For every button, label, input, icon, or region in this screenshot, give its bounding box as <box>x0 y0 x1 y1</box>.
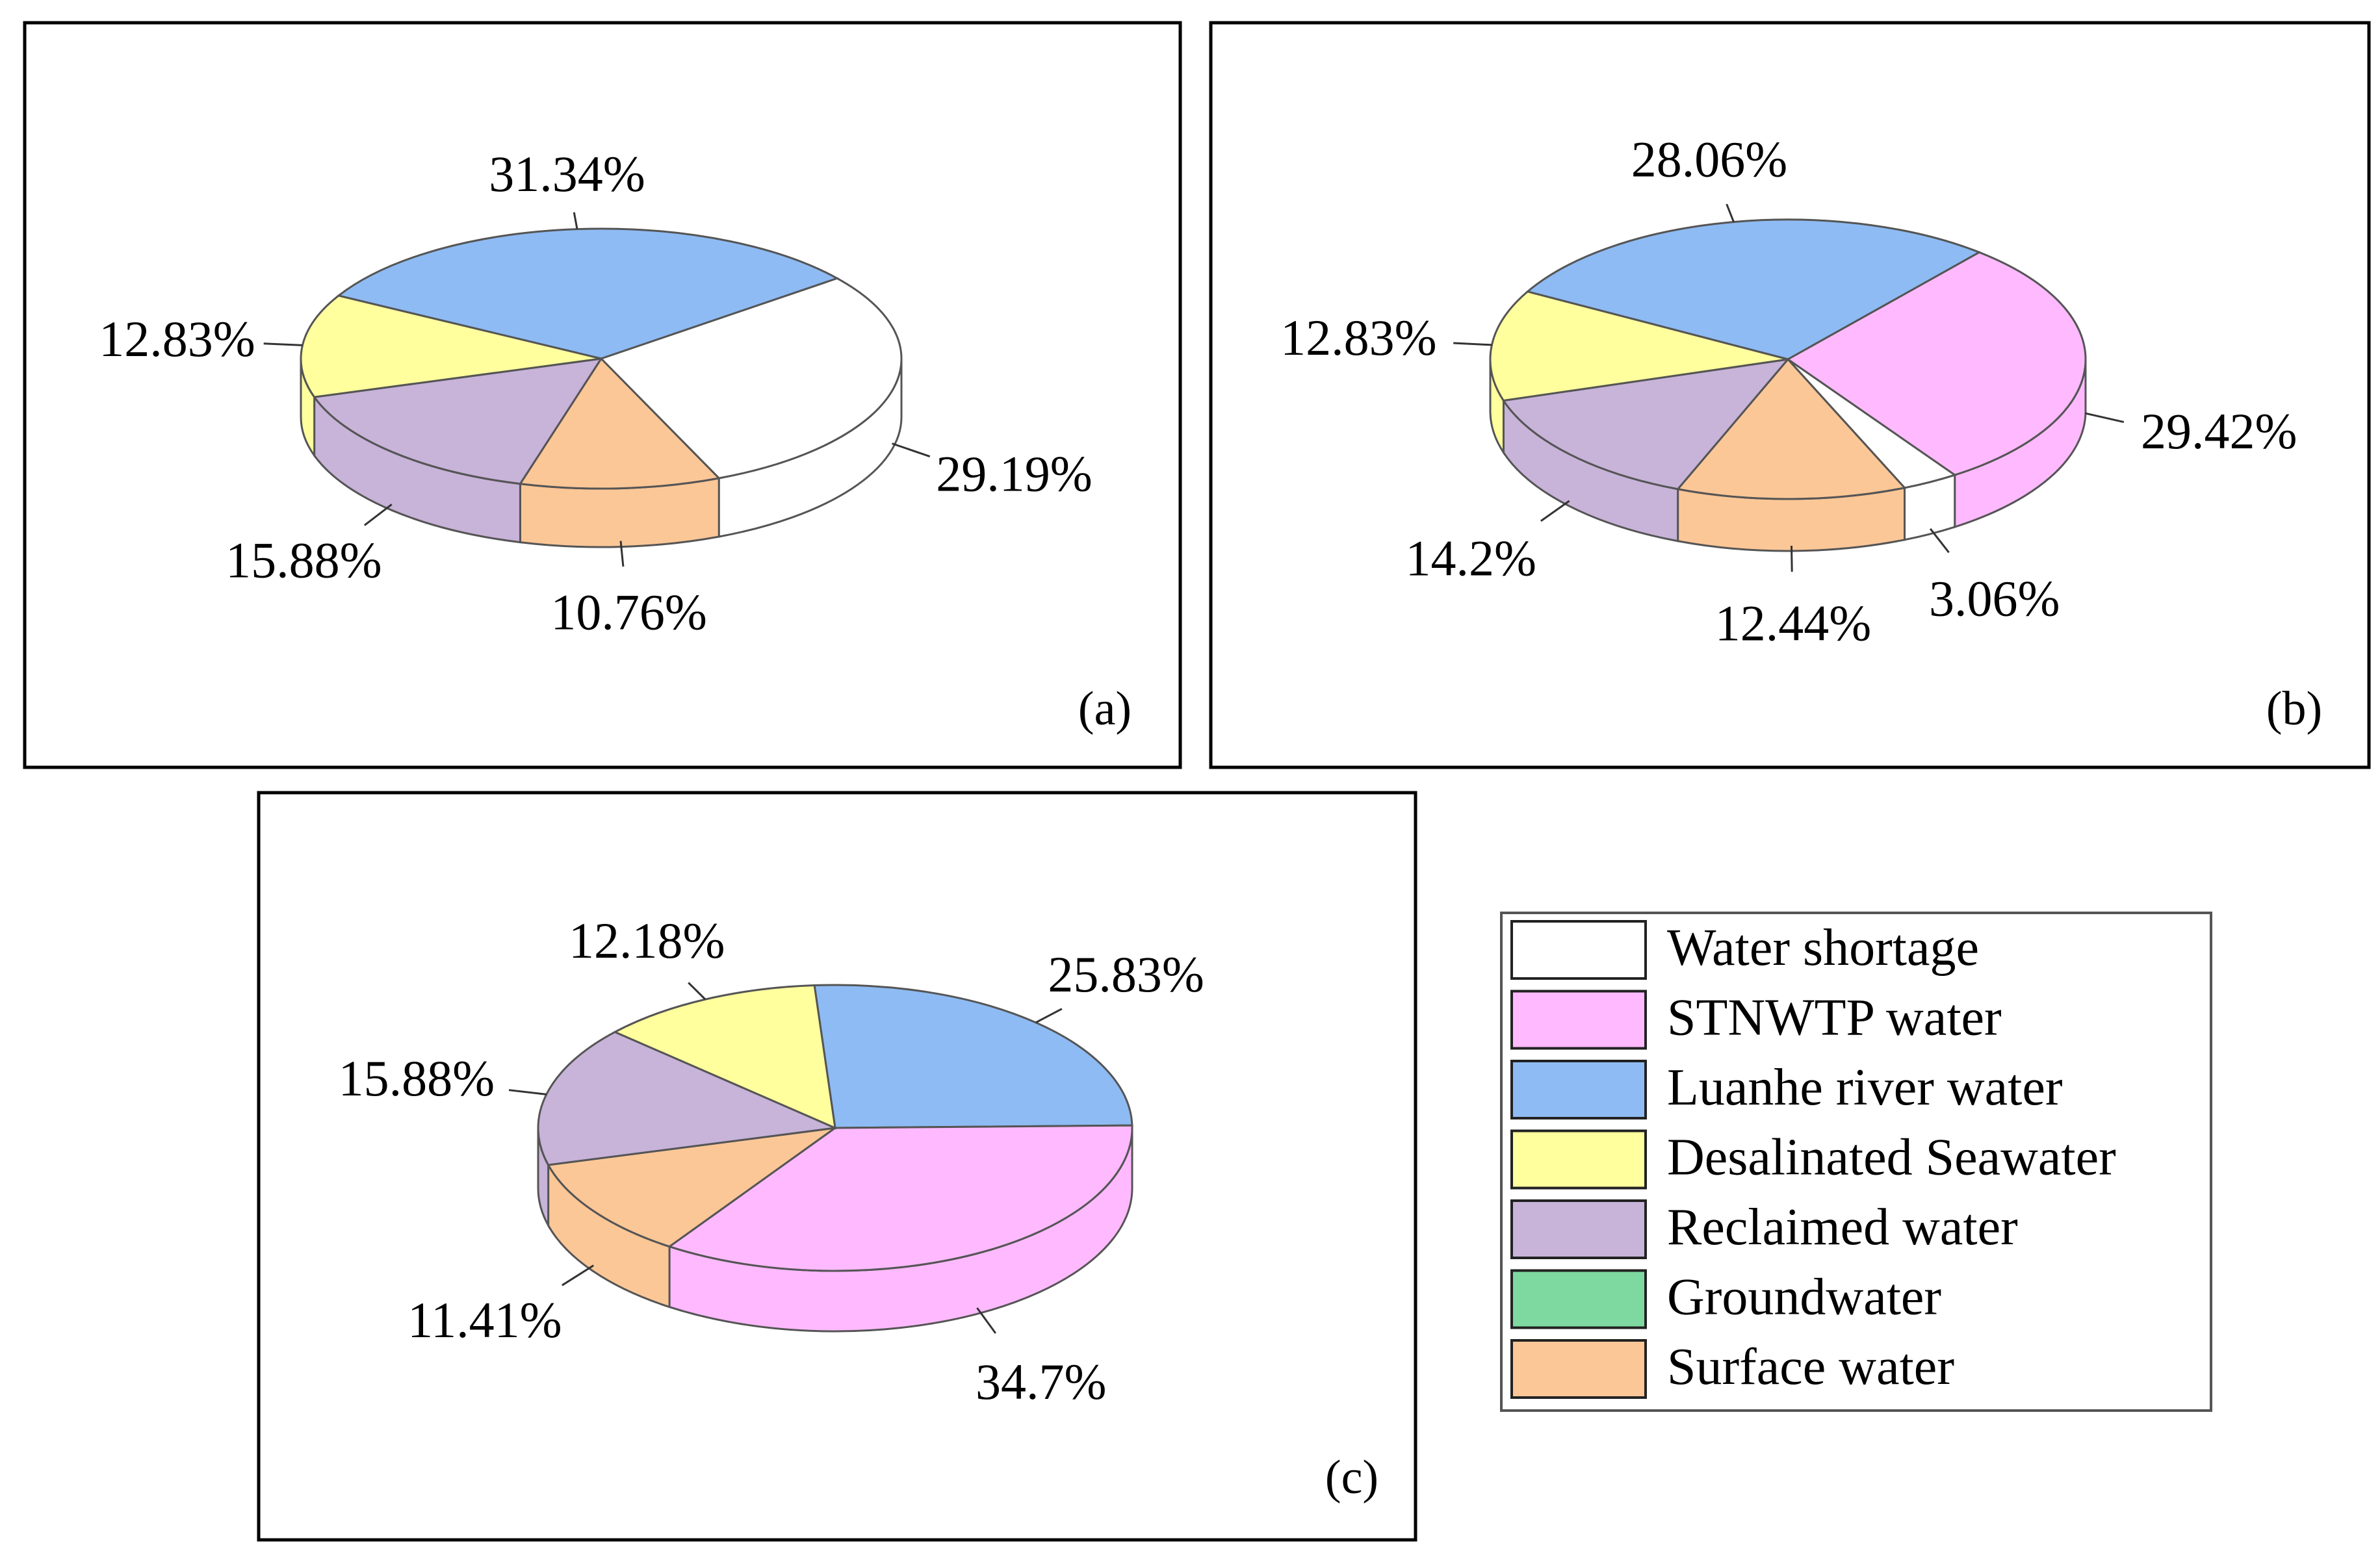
label-texts: 25.83% 34.7% 11.41% 15.88% 12.18% <box>339 912 1204 1410</box>
legend-swatch-reclaimed-water <box>1510 1199 1647 1259</box>
panel-a: 31.34% 29.19% 10.76% 15.88% 12.83% (a) <box>23 21 1182 769</box>
data-label-luanhe-river-water: 31.34% <box>489 146 645 202</box>
pie-slice-surface-water <box>518 357 721 490</box>
data-label-luanhe-river-water: 28.06% <box>1631 131 1787 187</box>
data-label-desalinated-seawater: 12.18% <box>569 912 725 969</box>
label-leaders <box>508 982 1063 1334</box>
data-label-stnwtp-water: 29.42% <box>2141 403 2297 459</box>
data-label-desalinated-seawater: 12.83% <box>99 311 255 367</box>
leader-line-desalinated-seawater <box>1453 342 1492 346</box>
data-label-luanhe-river-water: 25.83% <box>1048 946 1204 1003</box>
legend-label-surface-water: Surface water <box>1667 1338 1954 1396</box>
pie-slice-desalinated-seawater <box>1489 290 1789 402</box>
label-leaders <box>1453 203 2125 572</box>
panel-b-tag: (b) <box>2266 682 2322 735</box>
panel-a-frame <box>23 21 1182 769</box>
leader-line-surface-water <box>1790 545 1793 572</box>
legend: Water shortage STNWTP water Luanhe river w… <box>1500 912 2212 1412</box>
data-label-water-shortage: 3.06% <box>1929 570 2060 627</box>
legend-swatch-stnwtp-water <box>1510 990 1647 1050</box>
legend-swatch-luanhe-river-water <box>1510 1060 1647 1119</box>
pie-slice-luanhe-river-water <box>813 984 1133 1129</box>
data-label-surface-water: 11.41% <box>407 1292 562 1348</box>
leader-line-stnwtp-water <box>2085 412 2125 423</box>
data-label-water-shortage: 29.19% <box>936 445 1092 502</box>
data-label-reclaimed-water: 15.88% <box>339 1050 495 1106</box>
panel-a-tag: (a) <box>1078 682 1132 735</box>
pie-slice-reclaimed-water <box>312 357 604 485</box>
pie-chart-b: 28.06% 29.42% 3.06% 12.44% 14.2% 12.83% <box>1280 131 2297 651</box>
data-label-surface-water: 10.76% <box>550 583 706 640</box>
pie-slice-desalinated-seawater <box>300 294 602 398</box>
legend-label-groundwater: Groundwater <box>1667 1269 1941 1326</box>
pie-slice-stnwtp-water <box>1786 251 2087 476</box>
pie-slice-water-shortage <box>599 277 903 480</box>
panel-b: 28.06% 29.42% 3.06% 12.44% 14.2% 12.83% (b) <box>1209 21 2371 769</box>
legend-label-water-shortage: Water shortage <box>1667 919 1979 977</box>
pie-slice-reclaimed-water <box>1501 357 1791 491</box>
legend-label-luanhe-river-water: Luanhe river water <box>1667 1059 2063 1116</box>
leader-line-stnwtp-water <box>976 1307 997 1334</box>
pie-slice-stnwtp-water <box>667 1124 1133 1272</box>
legend-swatch-desalinated-seawater <box>1510 1129 1647 1190</box>
data-label-stnwtp-water: 34.7% <box>976 1353 1106 1410</box>
pie-chart-c: 25.83% 34.7% 11.41% 15.88% 12.18% <box>339 912 1204 1410</box>
pie-slice-surface-water <box>547 1127 836 1248</box>
legend-swatch-water-shortage <box>1510 920 1647 980</box>
label-texts: 31.34% 29.19% 10.76% 15.88% 12.83% <box>99 146 1093 640</box>
leader-line-desalinated-seawater <box>688 982 706 1001</box>
leader-line-surface-water <box>562 1264 595 1286</box>
legend-swatch-surface-water <box>1510 1339 1647 1399</box>
pie-slice-luanhe-river-water <box>336 227 840 360</box>
legend-swatch-groundwater <box>1510 1269 1647 1329</box>
legend-label-reclaimed-water: Reclaimed water <box>1667 1199 2018 1256</box>
leader-line-luanhe-river-water <box>1726 203 1735 223</box>
pie-sides <box>1489 359 2087 552</box>
pie-slice-reclaimed-water <box>537 1030 839 1166</box>
data-label-reclaimed-water: 15.88% <box>226 532 382 589</box>
pie-tops <box>1489 218 2087 500</box>
leader-line-water-shortage <box>892 442 931 457</box>
pie-slice-desalinated-seawater <box>612 984 836 1130</box>
pie-slice-surface-water <box>1675 357 1907 500</box>
panel-b-frame <box>1209 21 2371 769</box>
panel-c-tag: (c) <box>1325 1451 1378 1504</box>
data-label-reclaimed-water: 14.2% <box>1406 530 1536 587</box>
legend-label-desalinated-seawater: Desalinated Seawater <box>1667 1129 2116 1186</box>
leader-line-desalinated-seawater <box>263 342 303 346</box>
label-texts: 28.06% 29.42% 3.06% 12.44% 14.2% 12.83% <box>1280 131 2297 651</box>
leader-line-luanhe-river-water <box>573 212 578 229</box>
leader-line-water-shortage <box>1929 528 1950 554</box>
leader-line-reclaimed-water <box>508 1089 547 1095</box>
legend-label-stnwtp-water: STNWTP water <box>1667 990 2002 1047</box>
data-label-surface-water: 12.44% <box>1715 595 1871 652</box>
pie-sides <box>300 358 903 548</box>
pie-tops <box>300 227 903 490</box>
label-leaders <box>263 212 931 567</box>
panel-c: 25.83% 34.7% 11.41% 15.88% 12.18% (c) <box>257 791 1417 1542</box>
legend-items: Water shortage STNWTP water Luanhe river w… <box>1510 919 2116 1399</box>
leader-line-luanhe-river-water <box>1035 1008 1063 1024</box>
pie-chart-a: 31.34% 29.19% 10.76% 15.88% 12.83% <box>99 146 1093 640</box>
leader-line-surface-water <box>619 541 625 567</box>
leader-line-reclaimed-water <box>1540 500 1570 522</box>
data-label-desalinated-seawater: 12.83% <box>1280 309 1436 366</box>
panel-c-frame <box>257 791 1417 1542</box>
leader-line-reclaimed-water <box>363 504 393 526</box>
pie-tops <box>537 984 1133 1272</box>
